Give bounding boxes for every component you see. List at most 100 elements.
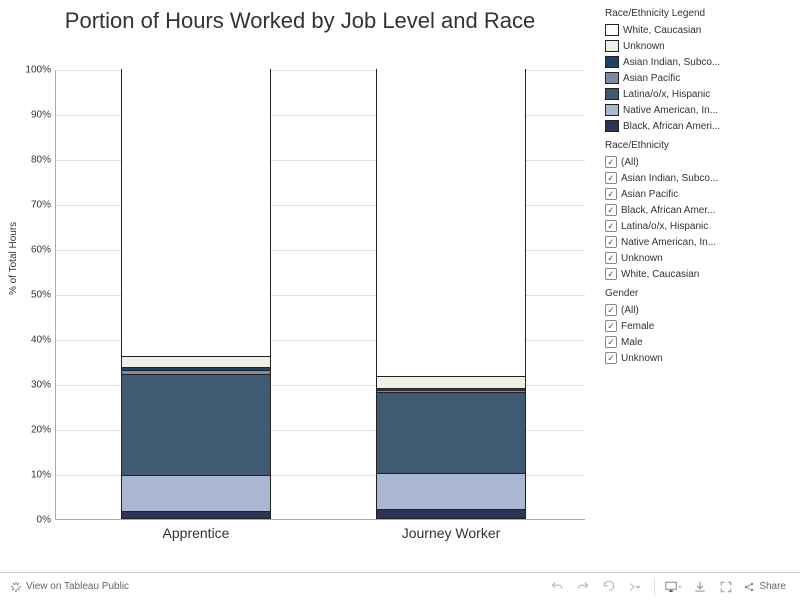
legend-color-item[interactable]: Native American, In... [605, 102, 800, 118]
x-category-label: Journey Worker [351, 519, 551, 541]
bar-segment[interactable] [121, 476, 271, 512]
y-tick-label: 90% [16, 110, 51, 121]
checkbox-icon: ✓ [605, 156, 617, 168]
tableau-public-link[interactable]: View on Tableau Public [10, 581, 129, 593]
bar-column[interactable]: Journey Worker [376, 69, 526, 519]
share-button[interactable]: Share [739, 581, 790, 593]
checkbox-icon: ✓ [605, 268, 617, 280]
filter-race-item[interactable]: ✓ White, Caucasian [605, 266, 800, 282]
checkbox-icon: ✓ [605, 336, 617, 348]
filter-race-item[interactable]: ✓ Asian Indian, Subco... [605, 170, 800, 186]
filter-gender-item[interactable]: ✓ Male [605, 334, 800, 350]
filter-label: (All) [621, 157, 639, 168]
checkbox-icon: ✓ [605, 352, 617, 364]
y-tick-label: 0% [16, 515, 51, 526]
legend-filter-gender-title: Gender [605, 288, 800, 299]
legend-color-item[interactable]: Latina/o/x, Hispanic [605, 86, 800, 102]
legend-color-item[interactable]: Black, African Ameri... [605, 118, 800, 134]
filter-race-item[interactable]: ✓ Black, African Amer... [605, 202, 800, 218]
legend-color-item[interactable]: White, Caucasian [605, 22, 800, 38]
filter-race-item[interactable]: ✓ Latina/o/x, Hispanic [605, 218, 800, 234]
legend-filter-race-title: Race/Ethnicity [605, 140, 800, 151]
checkbox-icon: ✓ [605, 220, 617, 232]
filter-label: Latina/o/x, Hispanic [621, 221, 708, 232]
chart-container: Portion of Hours Worked by Job Level and… [0, 0, 600, 555]
bar-segment[interactable] [376, 510, 526, 519]
y-tick-label: 60% [16, 245, 51, 256]
checkbox-icon: ✓ [605, 172, 617, 184]
legend-swatch [605, 56, 619, 68]
bar-segment[interactable] [121, 357, 271, 368]
fullscreen-button[interactable] [715, 576, 737, 598]
present-button[interactable] [663, 576, 685, 598]
bar-segment[interactable] [121, 69, 271, 357]
legend-color-item[interactable]: Unknown [605, 38, 800, 54]
bar-segment[interactable] [121, 512, 271, 519]
y-tick-label: 100% [16, 65, 51, 76]
y-axis-label: % of Total Hours [8, 222, 19, 295]
bar-segment[interactable] [121, 375, 271, 476]
legend-label: Unknown [623, 41, 665, 52]
y-tick-label: 80% [16, 155, 51, 166]
footer-toolbar: View on Tableau Public Share [0, 572, 800, 600]
plot-area: 0%10%20%30%40%50%60%70%80%90%100%Apprent… [55, 70, 585, 520]
bar-column[interactable]: Apprentice [121, 69, 271, 519]
checkbox-icon: ✓ [605, 320, 617, 332]
legend-panel: Race/Ethnicity Legend White, Caucasian Unk… [605, 2, 800, 366]
bar-segment[interactable] [376, 393, 526, 474]
filter-race-item[interactable]: ✓ Unknown [605, 250, 800, 266]
filter-label: (All) [621, 305, 639, 316]
legend-color-title: Race/Ethnicity Legend [605, 8, 800, 19]
y-tick-label: 10% [16, 470, 51, 481]
x-category-label: Apprentice [96, 519, 296, 541]
bar-segment[interactable] [376, 474, 526, 510]
checkbox-icon: ✓ [605, 204, 617, 216]
y-tick-label: 50% [16, 290, 51, 301]
forward-button[interactable] [624, 576, 646, 598]
legend-label: Latina/o/x, Hispanic [623, 89, 710, 100]
legend-swatch [605, 40, 619, 52]
legend-label: Black, African Ameri... [623, 121, 720, 132]
filter-race-item[interactable]: ✓Asian Pacific [605, 186, 800, 202]
filter-race-item[interactable]: ✓Native American, In... [605, 234, 800, 250]
legend-label: White, Caucasian [623, 25, 701, 36]
legend-swatch [605, 120, 619, 132]
bar-segment[interactable] [376, 377, 526, 388]
legend-label: Asian Indian, Subco... [623, 57, 720, 68]
filter-label: Unknown [621, 253, 663, 264]
checkbox-icon: ✓ [605, 252, 617, 264]
filter-label: Male [621, 337, 643, 348]
legend-swatch [605, 72, 619, 84]
legend-swatch [605, 88, 619, 100]
filter-label: Unknown [621, 353, 663, 364]
undo-button[interactable] [546, 576, 568, 598]
replay-button[interactable] [598, 576, 620, 598]
filter-label: White, Caucasian [621, 269, 699, 280]
legend-swatch [605, 104, 619, 116]
legend-label: Asian Pacific [623, 73, 680, 84]
bar-segment[interactable] [376, 69, 526, 377]
legend-swatch [605, 24, 619, 36]
checkbox-icon: ✓ [605, 236, 617, 248]
filter-gender-item[interactable]: ✓ Female [605, 318, 800, 334]
legend-label: Native American, In... [623, 105, 718, 116]
tableau-public-label: View on Tableau Public [26, 581, 129, 592]
filter-label: Asian Indian, Subco... [621, 173, 718, 184]
filter-label: Black, African Amer... [621, 205, 715, 216]
legend-color-item[interactable]: Asian Pacific [605, 70, 800, 86]
filter-label: Female [621, 321, 654, 332]
filter-gender-item[interactable]: ✓ (All) [605, 302, 800, 318]
checkbox-icon: ✓ [605, 304, 617, 316]
share-label: Share [759, 581, 786, 592]
filter-race-item[interactable]: ✓ (All) [605, 154, 800, 170]
y-tick-label: 70% [16, 200, 51, 211]
checkbox-icon: ✓ [605, 188, 617, 200]
y-tick-label: 20% [16, 425, 51, 436]
redo-button[interactable] [572, 576, 594, 598]
filter-gender-item[interactable]: ✓ Unknown [605, 350, 800, 366]
y-tick-label: 40% [16, 335, 51, 346]
chart-title: Portion of Hours Worked by Job Level and… [0, 0, 600, 38]
download-button[interactable] [689, 576, 711, 598]
legend-color-item[interactable]: Asian Indian, Subco... [605, 54, 800, 70]
share-icon [743, 581, 755, 593]
